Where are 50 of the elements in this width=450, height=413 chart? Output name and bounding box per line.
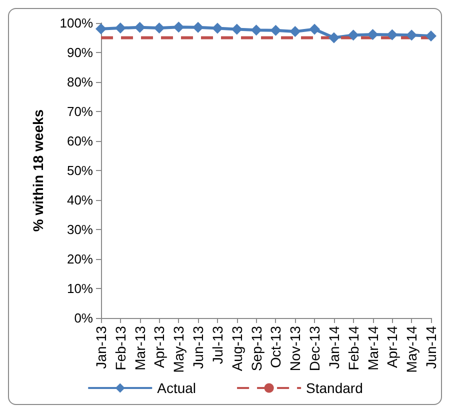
point <box>406 30 418 41</box>
point <box>367 29 378 40</box>
y-tick-label: 40% <box>66 192 94 208</box>
y-tick-label: 100% <box>60 16 94 30</box>
x-tick-label: Apr-14 <box>384 326 400 368</box>
y-tick-label: 20% <box>66 252 94 266</box>
point <box>348 30 359 41</box>
point <box>212 22 223 34</box>
x-tick-label: Sep-13 <box>248 326 264 372</box>
point <box>134 22 146 33</box>
x-tick-label: May-13 <box>170 326 187 373</box>
point <box>328 32 340 44</box>
y-tick-label: 50% <box>66 163 94 178</box>
point <box>309 24 320 35</box>
point <box>270 24 282 36</box>
y-axis-title: % within 18 weeks <box>30 109 46 232</box>
point <box>250 24 262 36</box>
point <box>173 22 184 33</box>
x-tick-label: Jun-14 <box>423 326 439 369</box>
x-tick-label: May-14 <box>404 326 420 373</box>
x-tick-label: Oct-13 <box>268 326 284 368</box>
x-tick-label: Feb-14 <box>345 326 362 370</box>
y-tick-label: 60% <box>66 134 94 148</box>
x-tick-label: Apr-13 <box>151 326 168 368</box>
x-tick-label: Nov-13 <box>287 326 304 372</box>
x-tick-label: Jan-13 <box>93 326 109 369</box>
legend-label: Actual <box>157 380 196 396</box>
x-tick-label: Mar-13 <box>132 326 148 370</box>
x-tick-label: Dec-13 <box>306 326 323 372</box>
point <box>426 30 436 42</box>
point <box>192 22 204 33</box>
x-tick-label: Jun-13 <box>190 326 206 369</box>
y-tick-label: 70% <box>66 104 94 119</box>
y-tick-label: 10% <box>66 281 94 296</box>
point <box>114 22 126 34</box>
point <box>96 23 106 34</box>
point <box>154 22 165 34</box>
y-tick-label: 30% <box>66 222 94 237</box>
point <box>386 29 398 40</box>
x-tick-label: Aug-13 <box>228 326 245 372</box>
x-tick-label: Mar-14 <box>364 326 381 370</box>
y-tick-label: 90% <box>66 45 94 60</box>
point <box>290 26 301 38</box>
y-tick-label: 80% <box>66 74 94 90</box>
point <box>231 24 242 35</box>
x-tick-label: Feb-13 <box>112 326 128 370</box>
legend-label: Standard <box>306 380 363 396</box>
x-tick-label: Jan-14 <box>326 326 342 369</box>
x-tick-label: Jul-13 <box>209 326 226 364</box>
y-tick-label: 0% <box>74 310 94 326</box>
